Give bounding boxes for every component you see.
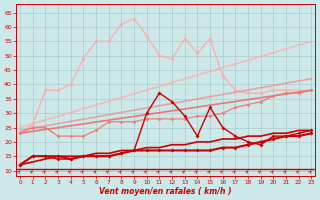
X-axis label: Vent moyen/en rafales ( km/h ): Vent moyen/en rafales ( km/h ): [100, 187, 232, 196]
